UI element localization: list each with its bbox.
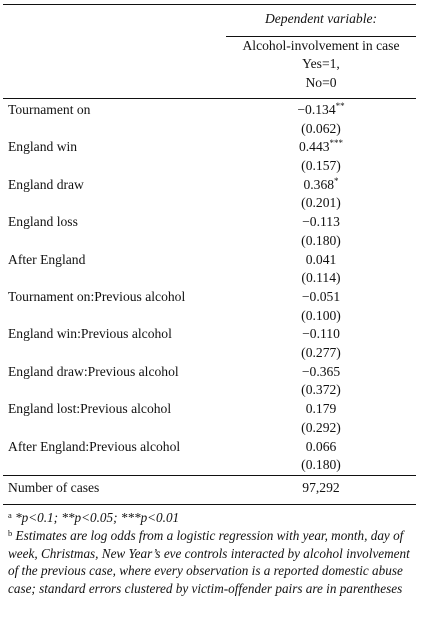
variable-label: England draw:Previous alcohol [8, 363, 179, 379]
dependent-variable-label: Dependent variable: [264, 11, 378, 26]
variable-label: England lost:Previous alcohol [8, 401, 172, 417]
coefficient-estimate: 0.443*** [298, 138, 344, 155]
note-marker-b: b [8, 527, 13, 538]
estimates-note-text: Estimates are log odds from a logistic r… [8, 527, 410, 597]
coefficient-estimate: −0.110 [302, 326, 340, 342]
number-of-cases-row: Number of cases 97,292 [0, 479, 421, 499]
coefficient-estimate: 0.179 [305, 401, 337, 417]
coefficient-estimate: −0.113 [302, 214, 340, 230]
cases-label: Number of cases [8, 480, 100, 495]
coefficient-estimate: −0.365 [301, 363, 341, 379]
standard-error: (0.201) [301, 195, 341, 211]
table-top-rule [3, 4, 416, 5]
coefficient-estimate: 0.368* [303, 175, 339, 192]
table-row: After England 0.041 (0.114) [0, 251, 421, 288]
variable-label: After England:Previous alcohol [8, 438, 181, 454]
variable-label: After England [8, 251, 86, 267]
significance-stars: * [334, 175, 339, 186]
table-notes: a *p<0.1; **p<0.05; ***p<0.01 b Estimate… [8, 509, 418, 598]
standard-error: (0.372) [301, 382, 341, 398]
table-header: Dependent variable: Alcohol-involvement … [226, 10, 416, 92]
table-row: Tournament on:Previous alcohol −0.051 (0… [0, 288, 421, 325]
standard-error: (0.100) [301, 307, 341, 323]
cases-top-rule [3, 475, 416, 476]
coefficient-estimate: 0.066 [305, 438, 337, 454]
header-bottom-rule [3, 98, 416, 99]
significance-note-text: *p<0.1; **p<0.05; ***p<0.01 [15, 510, 180, 525]
outcome-label: Alcohol-involvement in case Yes=1, No=0 [226, 37, 416, 93]
standard-error: (0.277) [301, 344, 341, 360]
outcome-line-3: No=0 [305, 74, 337, 90]
coefficient-rows: Tournament on −0.134** (0.062) England w… [0, 101, 421, 475]
table-row: After England:Previous alcohol 0.066 (0.… [0, 438, 421, 475]
estimates-note: b Estimates are log odds from a logistic… [8, 527, 418, 598]
table-bottom-rule [3, 504, 416, 505]
significance-note: a *p<0.1; **p<0.05; ***p<0.01 [8, 509, 418, 527]
variable-label: England win:Previous alcohol [8, 326, 172, 342]
variable-label: Tournament on:Previous alcohol [8, 288, 186, 304]
standard-error: (0.157) [301, 157, 341, 173]
significance-stars: *** [329, 138, 344, 149]
standard-error: (0.180) [301, 232, 341, 248]
coefficient-estimate: −0.051 [301, 288, 341, 304]
variable-label: England win [8, 139, 78, 155]
variable-label: England draw [8, 176, 84, 192]
table-row: England draw 0.368* (0.201) [0, 176, 421, 213]
table-row: England win:Previous alcohol −0.110 (0.2… [0, 325, 421, 362]
table-row: Tournament on −0.134** (0.062) [0, 101, 421, 138]
table-row: England lost:Previous alcohol 0.179 (0.2… [0, 400, 421, 437]
standard-error: (0.114) [301, 270, 341, 286]
cases-value: 97,292 [302, 480, 340, 495]
standard-error: (0.180) [301, 457, 341, 473]
variable-label: England loss [8, 214, 78, 230]
dependent-variable-rule [226, 36, 416, 37]
significance-stars: ** [335, 101, 345, 111]
outcome-line-2: Yes=1, [302, 56, 340, 71]
note-marker-a: a [8, 510, 12, 520]
standard-error: (0.292) [301, 419, 341, 435]
coefficient-estimate: 0.041 [305, 251, 337, 267]
table-row: England win 0.443*** (0.157) [0, 138, 421, 175]
table-row: England loss −0.113 (0.180) [0, 213, 421, 250]
outcome-line-1: Alcohol-involvement in case [242, 37, 400, 53]
table-row: England draw:Previous alcohol −0.365 (0.… [0, 363, 421, 400]
coefficient-estimate: −0.134** [297, 101, 345, 118]
variable-label: Tournament on [8, 102, 91, 117]
standard-error: (0.062) [301, 120, 341, 136]
